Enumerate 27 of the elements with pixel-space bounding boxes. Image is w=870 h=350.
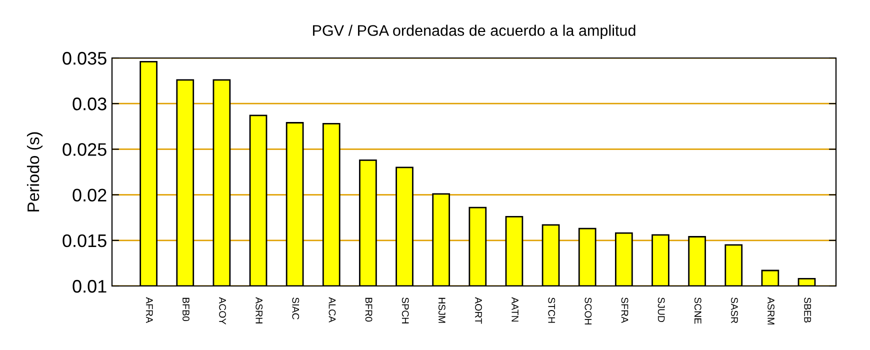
y-tick-label: 0.015	[62, 234, 106, 248]
y-tick-label: 0.035	[62, 52, 106, 65]
x-tick-label: SCNE	[694, 298, 702, 324]
x-tick-label: ACOY	[219, 297, 226, 324]
x-tick-label: SIAC	[292, 298, 300, 320]
x-tick-label: SPCH	[402, 298, 409, 324]
x-tick-label: SASR	[731, 298, 738, 324]
x-tick-label: AATN	[512, 297, 518, 322]
x-tick-label: ASRM	[768, 297, 774, 324]
y-axis-title: Periodo (s)	[26, 132, 43, 212]
x-tick-label: ASRH	[256, 297, 263, 324]
x-tick-label: SBEB	[804, 298, 812, 323]
y-tick-label: 0.025	[62, 143, 106, 156]
x-tick-label: BFB0	[182, 298, 190, 322]
x-tick-label: AORT	[475, 297, 482, 324]
x-tick-label: BFR0	[365, 298, 372, 322]
x-tick-label: ALCA	[328, 297, 336, 322]
x-tick-label: HSJM	[438, 298, 446, 323]
y-tick-label: 0.02	[72, 188, 106, 202]
x-tick-label: SFRA	[621, 298, 628, 324]
y-tick-label: 0.03	[72, 98, 106, 110]
x-tick-label: STCH	[548, 298, 556, 323]
x-tick-label: SJUD	[658, 298, 665, 322]
chart-title: PGV / PGA ordenadas de acuerdo a la amplitud	[313, 24, 636, 39]
x-tick-label: SCOH	[584, 298, 592, 324]
x-tick-label: AFRA	[146, 297, 153, 324]
y-tick-label: 0.01	[72, 280, 106, 293]
